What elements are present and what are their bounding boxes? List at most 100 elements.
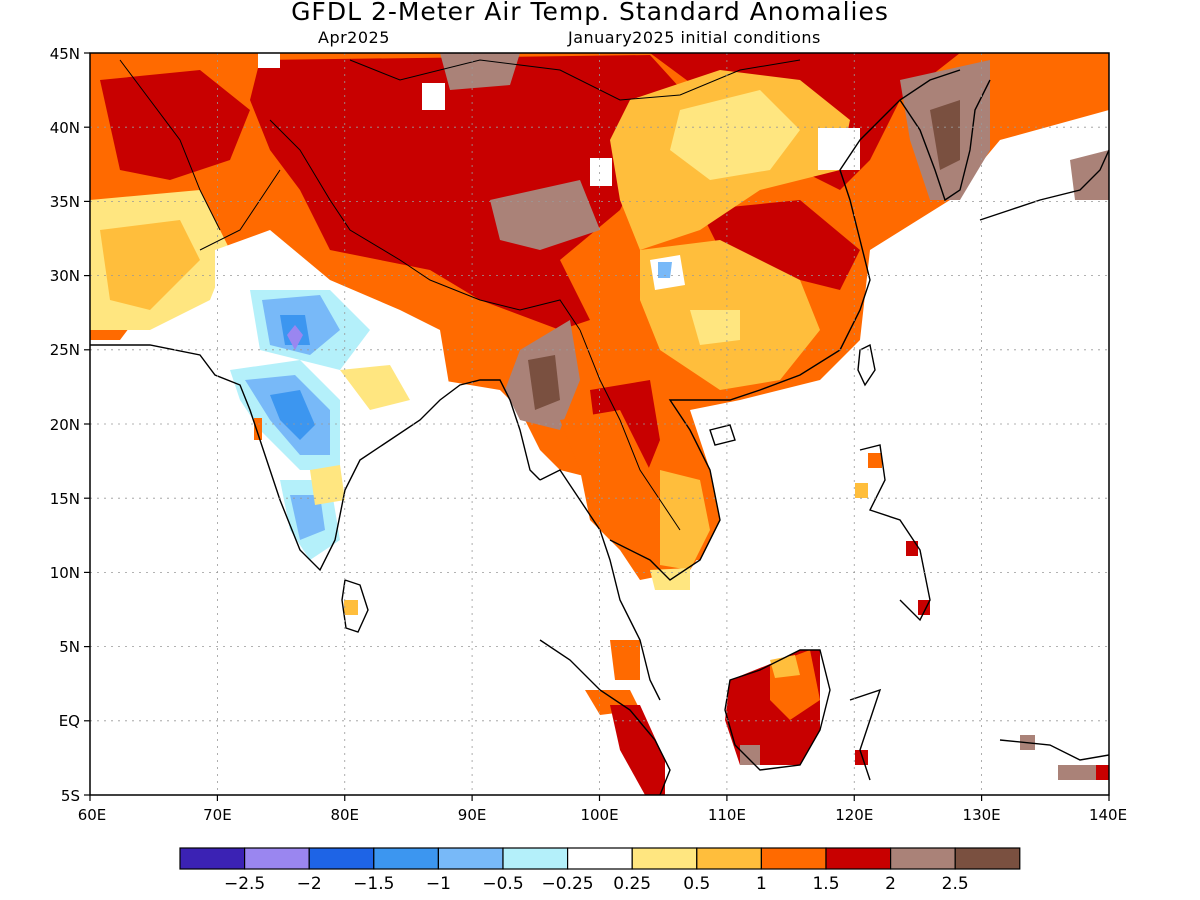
lat-label: 40N [50, 119, 80, 137]
lon-label: 130E [963, 806, 1001, 824]
coastline-sri-lanka [341, 579, 369, 633]
lat-label: EQ [59, 712, 80, 730]
colorbar-label: 0.5 [683, 874, 710, 894]
lon-label: 140E [1089, 806, 1127, 824]
neutral-gap-central [590, 158, 612, 186]
warm-philippines-north [868, 453, 882, 468]
strong-warm-philippines [906, 541, 918, 556]
strong-cool-india-central [270, 390, 315, 440]
strong-warm-sulawesi [855, 750, 868, 765]
moderate-warm-west-asia [100, 220, 200, 310]
colorbar-label: −0.5 [482, 874, 523, 894]
lat-label: 35N [50, 193, 80, 211]
colorbar-swatch [308, 847, 375, 870]
lat-label: 25N [50, 341, 80, 359]
lat-label: 20N [50, 416, 80, 434]
mild-warm-india-spot [310, 465, 345, 505]
colorbar-label: 1.5 [812, 874, 839, 894]
lat-label: 45N [50, 45, 80, 63]
strong-warm-new-guinea [1096, 765, 1109, 780]
gridlines [90, 53, 1109, 795]
border-china-west [269, 119, 581, 331]
mild-warm-south-china [690, 310, 740, 345]
moderate-warm-sri-lanka [344, 600, 358, 615]
axis-ticks [84, 52, 1110, 801]
moderate-warm-borneo [770, 655, 800, 678]
colorbar-label: −0.25 [542, 874, 594, 894]
coastlines [90, 69, 1109, 795]
lat-label: 30N [50, 267, 80, 285]
border-mongolia [349, 59, 801, 101]
extreme-warm-myanmar [528, 355, 560, 410]
neutral-gap-north [422, 83, 445, 110]
colorbar-label: −2.5 [224, 874, 265, 894]
lat-label: 5N [59, 638, 80, 656]
lon-label: 100E [580, 806, 618, 824]
strong-warm-sumatra [610, 705, 665, 795]
strong-warm-central-china [700, 200, 860, 290]
coastline-hainan [709, 424, 736, 446]
lon-label: 70E [203, 806, 232, 824]
very-strong-cool-spot [287, 325, 303, 350]
border-india-pakistan [199, 169, 281, 251]
cool-spot-china [658, 262, 672, 278]
coastline-borneo [724, 649, 831, 771]
strong-warm-mindanao [918, 600, 930, 615]
colorbar-swatch [244, 847, 310, 870]
colorbar-label: 2.5 [942, 874, 969, 894]
very-warm-borneo [740, 745, 760, 765]
colorbar-label: 0.25 [613, 874, 651, 894]
very-warm-japan [1070, 150, 1109, 200]
lat-label: 10N [50, 564, 80, 582]
neutral-gap-west [258, 53, 280, 68]
latitude-labels: 45N 40N 35N 30N 25N 20N 15N 10N 5N EQ 5S [50, 45, 80, 805]
lon-label: 110E [708, 806, 746, 824]
coastline-sulawesi [849, 688, 882, 781]
colorbar-swatch [954, 847, 1021, 870]
coastline-indochina [539, 469, 661, 701]
colorbar-swatch [825, 847, 892, 870]
very-warm-new-guinea [1058, 765, 1100, 780]
warm-malay [610, 640, 640, 680]
colorbar-swatch [502, 847, 569, 870]
colorbar-swatch [631, 847, 698, 870]
chart-title: GFDL 2-Meter Air Temp. Standard Anomalie… [291, 0, 889, 26]
colorbar-swatch [437, 847, 504, 870]
lon-label: 120E [835, 806, 873, 824]
mild-warm-india-east [340, 365, 410, 410]
coastline-sumatra [539, 639, 671, 795]
colorbar-swatch [179, 847, 246, 870]
initial-conditions-label: January2025 initial conditions [568, 28, 821, 47]
colorbar-swatch [373, 847, 439, 870]
colorbar-labels: −2.5 −2 −1.5 −1 −0.5 −0.25 0.25 0.5 1 1.5 2 2.5 [224, 874, 969, 894]
mild-warm-north-china [670, 90, 800, 180]
moderate-warm-philippines [855, 483, 868, 498]
coastline-korea [899, 79, 991, 202]
lat-label: 5S [61, 787, 80, 805]
lon-label: 90E [458, 806, 487, 824]
moderate-cool-india-south [290, 495, 325, 540]
colorbar-swatch [889, 847, 956, 870]
lat-label: 15N [50, 490, 80, 508]
colorbar-label: 1 [756, 874, 767, 894]
coastline-philippines [859, 444, 931, 622]
coastline-arabian-india [90, 344, 541, 572]
political-borders [119, 59, 801, 531]
coastline-taiwan [857, 343, 876, 387]
colorbar-swatch [566, 847, 633, 870]
strong-warm-west [100, 70, 250, 180]
lon-label: 60E [78, 806, 107, 824]
extreme-warm-korea [930, 100, 960, 170]
colorbar-label: −1 [426, 874, 451, 894]
colorbar-swatch [696, 847, 762, 870]
coastline-new-guinea [999, 739, 1109, 761]
lon-label: 80E [330, 806, 359, 824]
colorbar-label: −2 [297, 874, 322, 894]
very-warm-north [440, 53, 520, 90]
colorbar [179, 847, 1021, 870]
coastline-japan [979, 149, 1109, 221]
forecast-month: Apr2025 [318, 28, 390, 47]
colorbar-label: −1.5 [353, 874, 394, 894]
colorbar-label: 2 [885, 874, 896, 894]
